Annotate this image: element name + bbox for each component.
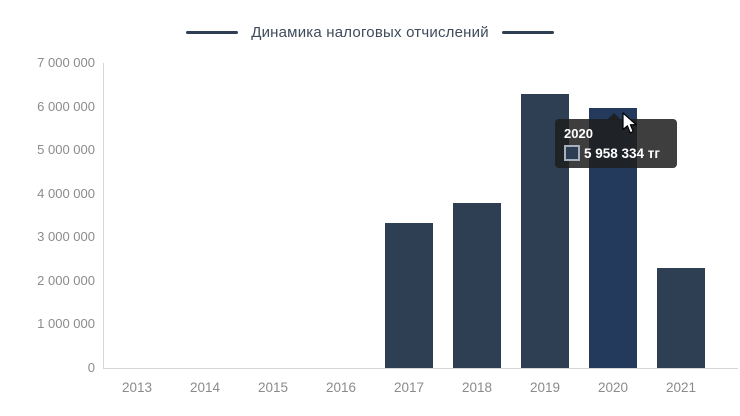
tooltip-row: 5 958 334 тг (564, 145, 667, 161)
y-tick-label: 3 000 000 (37, 229, 95, 245)
mouse-cursor-icon (622, 112, 637, 134)
y-tick-label: 7 000 000 (37, 55, 95, 70)
tooltip-title: 2020 (564, 126, 593, 141)
legend-line-left (186, 31, 239, 34)
x-tick-label-2017: 2017 (393, 380, 425, 395)
x-tick-label-2015: 2015 (257, 380, 289, 395)
x-tick-label-2014: 2014 (189, 380, 221, 395)
x-tick-label-2021: 2021 (665, 380, 697, 395)
x-axis-line (103, 368, 738, 369)
x-tick-label-2016: 2016 (325, 380, 357, 395)
x-tick-label-2018: 2018 (461, 380, 493, 395)
x-tick-label-2020: 2020 (597, 380, 629, 395)
y-tick-label: 1 000 000 (37, 316, 95, 332)
legend-line-right (501, 31, 554, 34)
y-tick-label: 0 (87, 360, 95, 375)
bar-2017[interactable] (385, 222, 433, 368)
y-tick-label: 5 000 000 (37, 142, 95, 158)
tooltip-series-swatch-icon (564, 145, 580, 161)
tooltip-value: 5 958 334 тг (584, 145, 661, 161)
chart-legend[interactable]: Динамика налоговых отчислений (0, 24, 740, 41)
x-tick-label-2019: 2019 (529, 380, 561, 395)
chart-title: Динамика налоговых отчислений (251, 24, 489, 41)
x-tick-label-2013: 2013 (121, 380, 153, 395)
y-axis-line (103, 63, 104, 368)
y-tick-label: 4 000 000 (37, 185, 95, 201)
tooltip-caret-icon (607, 113, 621, 120)
bar-2018[interactable] (453, 202, 501, 368)
y-tick-label: 6 000 000 (37, 98, 95, 114)
bar-2021[interactable] (657, 268, 705, 368)
y-tick-label: 2 000 000 (37, 272, 95, 288)
tooltip: 2020 5 958 334 тг (555, 113, 677, 168)
